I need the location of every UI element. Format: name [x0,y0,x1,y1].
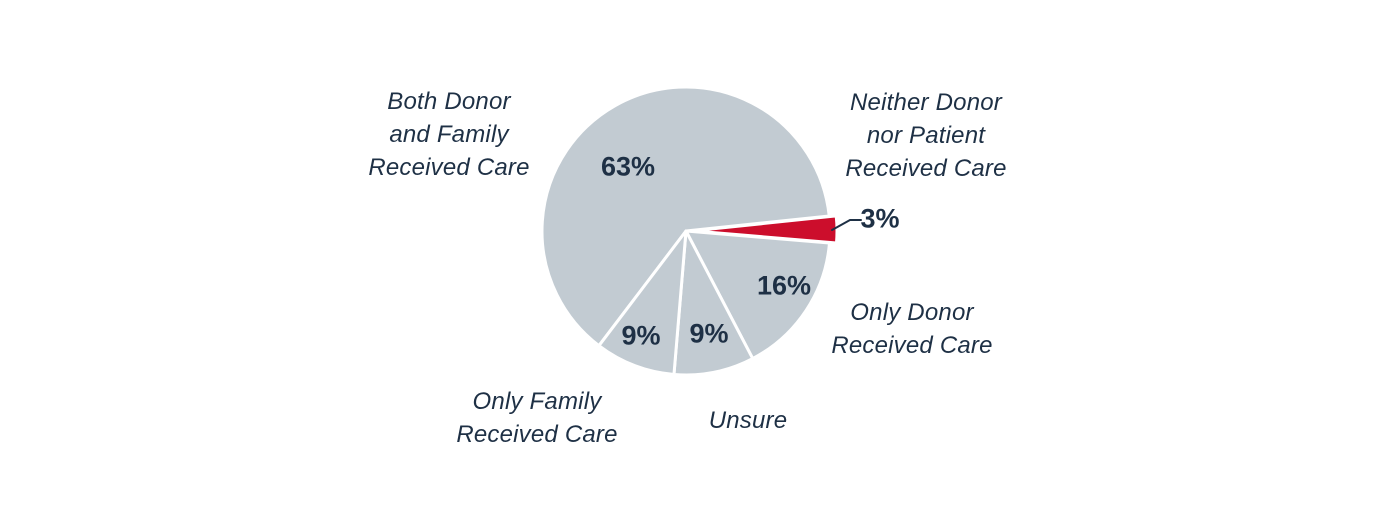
label-line: Received Care [368,154,530,181]
slice-label-only-donor: Only Donor Received Care [772,296,1052,362]
label-line: nor Patient [866,122,986,149]
leader-line-neither-donor-nor-patient [831,219,862,231]
label-line: Only Donor [850,299,974,326]
label-line: Received Care [845,155,1007,182]
label-line: Both Donor [387,88,511,115]
pie-slice-both-donor-and-family [540,85,831,348]
slice-value-neither-donor-nor-patient: 3% [860,203,900,234]
slice-value-both-donor-and-family: 63% [600,151,656,182]
label-line: Received Care [831,332,993,359]
slice-value-unsure: 9% [689,318,729,349]
slice-value-only-donor: 16% [756,270,812,301]
slice-label-unsure: Unsure [668,404,828,437]
label-line: Received Care [456,421,618,448]
slice-label-neither-donor-nor-patient: Neither Donor nor Patient Received Care [786,86,1066,185]
slice-label-both-donor-and-family: Both Donor and Family Received Care [309,85,589,184]
label-line: Neither Donor [849,89,1002,116]
pie-slice-only-donor [684,229,831,361]
pie-slice-only-family [597,229,688,376]
pie-slice-neither-donor-nor-patient [691,214,839,245]
label-line: and Family [389,121,509,148]
label-line: Only Family [472,388,602,415]
label-line: Unsure [708,407,788,434]
pie-slice-unsure [672,229,755,377]
slice-value-only-family: 9% [621,320,661,351]
slice-label-only-family: Only Family Received Care [397,385,677,451]
